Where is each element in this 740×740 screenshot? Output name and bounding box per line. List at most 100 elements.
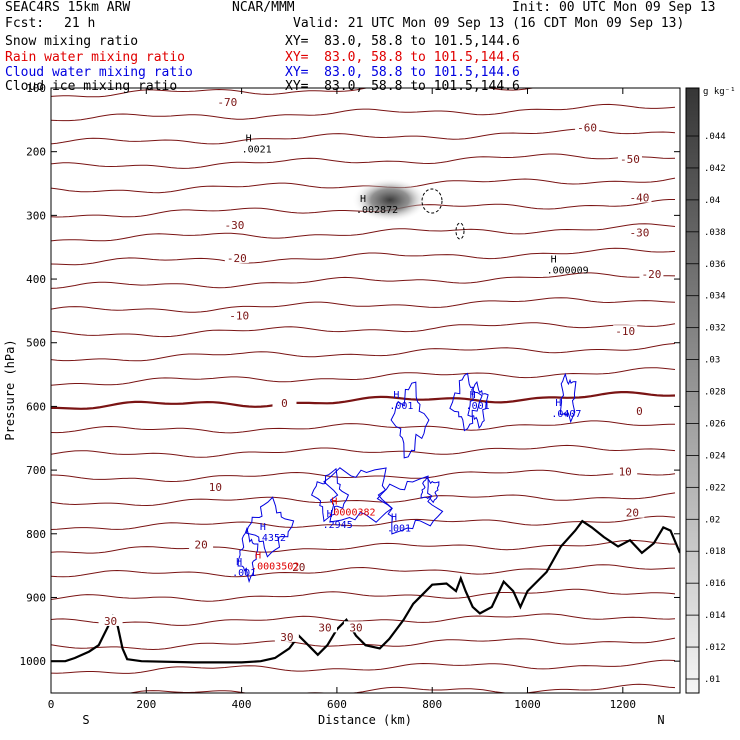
isotherm-label-bg xyxy=(215,95,240,107)
cloud-water-contour xyxy=(420,476,440,504)
maximum-marker: H xyxy=(393,390,399,401)
isotherm xyxy=(51,343,676,362)
isotherm-label-bg xyxy=(227,309,252,321)
isotherm-label-bg xyxy=(627,191,652,203)
isotherm-label: -20 xyxy=(227,252,247,265)
x-tick-label: 1200 xyxy=(610,698,637,711)
isotherm-label: -40 xyxy=(630,191,650,204)
isotherm-label-bg xyxy=(189,538,214,550)
y-tick-label: 700 xyxy=(26,464,46,477)
isotherm xyxy=(51,103,676,122)
isotherm-label: 10 xyxy=(619,465,632,478)
cloud-ice-contour xyxy=(455,222,465,240)
isotherm-label: -10 xyxy=(229,309,249,322)
isotherm xyxy=(51,247,676,266)
y-axis-label: Pressure (hPa) xyxy=(3,339,17,440)
forecast-label: Fcst: xyxy=(5,16,45,31)
maximum-marker: H xyxy=(555,398,561,409)
maximum-marker: H xyxy=(236,557,242,568)
isotherm-label: 0 xyxy=(281,397,288,410)
cloud-water-contour xyxy=(245,496,295,558)
isotherm xyxy=(51,492,676,507)
maximum-marker: H xyxy=(331,497,337,508)
x-axis: 0 200 400 600 800 1000 1200 xyxy=(48,88,636,711)
colorbar-tick-label: .04 xyxy=(704,196,720,206)
colorbar-tick-label: .016 xyxy=(704,579,726,589)
isotherm-label-bg xyxy=(224,251,249,263)
x-tick-label: 800 xyxy=(422,698,442,711)
x-tick-label: 0 xyxy=(48,698,55,711)
isotherm-label-bg xyxy=(613,465,638,477)
colorbar-tick-label: .028 xyxy=(704,388,726,398)
direction-south: S xyxy=(82,713,89,727)
isotherm xyxy=(51,322,676,338)
y-tick-label: 100 xyxy=(26,82,46,95)
field-cloudice-xy: XY= 83.0, 58.8 to 101.5,144.6 xyxy=(285,79,520,94)
colorbar-tick-label: .042 xyxy=(704,164,726,174)
y-tick-label: 300 xyxy=(26,209,46,222)
maximum-marker: H xyxy=(327,509,333,520)
maximum-marker: H xyxy=(551,255,557,266)
field-rain-xy: XY= 83.0, 58.8 to 101.5,144.6 xyxy=(285,50,520,65)
colorbar-tick-label: .024 xyxy=(704,451,726,461)
maximum-value: .001 xyxy=(389,401,413,412)
cloud-ice-maximum xyxy=(352,178,428,222)
temperature-labels: -70 -60 -50 -40 -30 -30 -20 -20 -10 -10 0 0 10 10 20 20… xyxy=(98,95,664,644)
isotherm-label: 30 xyxy=(104,615,117,628)
maxima-labels: H.0021H.002872H.000009H.0407H.001H.001H.… xyxy=(232,134,589,580)
isotherm xyxy=(51,128,676,145)
maximum-value: .4352 xyxy=(256,533,286,544)
x-tick-label: 200 xyxy=(136,698,156,711)
isotherm-label: -30 xyxy=(225,219,245,232)
maximum-marker: H xyxy=(391,512,397,523)
isotherm-zero xyxy=(51,391,676,410)
isotherm xyxy=(51,444,676,458)
isotherm xyxy=(51,153,676,169)
colorbar-tick-label: .034 xyxy=(704,292,726,302)
isotherm xyxy=(51,272,676,289)
colorbar-tick-label: .018 xyxy=(704,547,726,557)
isotherm-label: -30 xyxy=(630,226,650,239)
isotherm-label-bg xyxy=(627,404,652,416)
maximum-value: .001 xyxy=(387,523,411,534)
isotherm-label: -60 xyxy=(577,121,597,134)
isotherm-label-bg xyxy=(272,397,297,409)
colorbar-tick-label: .032 xyxy=(704,324,726,334)
isotherm-label-bg xyxy=(617,153,642,165)
field-rain-name: Rain water mixing ratio xyxy=(5,50,186,65)
isotherm xyxy=(51,367,676,386)
plot-frame xyxy=(50,87,681,694)
colorbar-tick-label: .014 xyxy=(704,611,726,621)
colorbar-tick-label: .03 xyxy=(704,356,720,366)
maximum-value: .0407 xyxy=(551,409,581,420)
colorbar-tick-label: .02 xyxy=(704,515,720,525)
isotherm-label: 30 xyxy=(280,631,293,644)
colorbar-scale xyxy=(685,87,700,694)
maximum-value: .0000382 xyxy=(327,508,375,519)
isotherm xyxy=(51,88,537,98)
y-tick-label: 600 xyxy=(26,400,46,413)
colorbar-tick-label: .026 xyxy=(704,419,726,429)
forecast-hour: 21 h xyxy=(64,16,96,31)
maximum-marker: H xyxy=(260,522,266,533)
valid-time: Valid: 21 UTC Mon 09 Sep 13 (16 CDT Mon … xyxy=(293,16,685,31)
cloud-ice-contour xyxy=(421,188,443,214)
plot-area: -70 -60 -50 -40 -30 -30 -20 -20 -10 -10 0 0 10 10 20 20… xyxy=(50,87,681,694)
isotherm-label-bg xyxy=(639,267,664,279)
maximum-value: .0003502 xyxy=(251,562,299,573)
y-tick-label: 1000 xyxy=(20,655,47,668)
x-tick-label: 600 xyxy=(327,698,347,711)
maximum-marker: H xyxy=(470,390,476,401)
y-tick-label: 400 xyxy=(26,273,46,286)
isotherm-label-bg xyxy=(620,506,645,518)
maximum-value: .001 xyxy=(466,401,490,412)
isotherm xyxy=(51,539,676,554)
field-snow-xy: XY= 83.0, 58.8 to 101.5,144.6 xyxy=(285,34,520,49)
isotherm-label: 10 xyxy=(209,481,222,494)
isotherm xyxy=(51,588,676,602)
colorbar-unit: g kg⁻¹ xyxy=(703,87,736,97)
y-tick-label: 800 xyxy=(26,528,46,541)
cloud-water-contours xyxy=(237,372,577,584)
